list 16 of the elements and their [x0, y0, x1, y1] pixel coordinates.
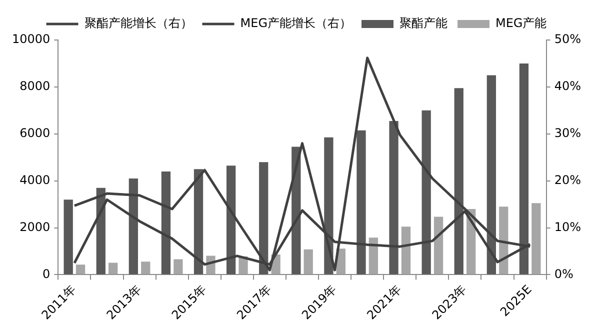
legend-label: MEG产能增长（右） [240, 16, 352, 30]
y-tick-label: 2000 [20, 220, 50, 234]
y-tick-label: 10000 [12, 32, 50, 46]
y2-tick-label: 20% [554, 172, 581, 187]
y2-tick-label: 10% [554, 220, 581, 234]
y2-tick-label: 50% [554, 32, 581, 46]
y2-tick-label: 30% [554, 126, 581, 140]
y-tick-label: 0 [42, 266, 50, 281]
legend-label: MEG产能 [496, 16, 547, 30]
y2-tick-label: 0% [554, 266, 574, 281]
y-tick-label: 8000 [20, 79, 50, 94]
legend-label: 聚酯产能 [400, 16, 448, 30]
y-tick-label: 4000 [20, 172, 50, 187]
y2-tick-label: 40% [554, 79, 581, 94]
y-tick-label: 6000 [20, 126, 50, 140]
legend-label: 聚酯产能增长（右） [84, 16, 192, 30]
